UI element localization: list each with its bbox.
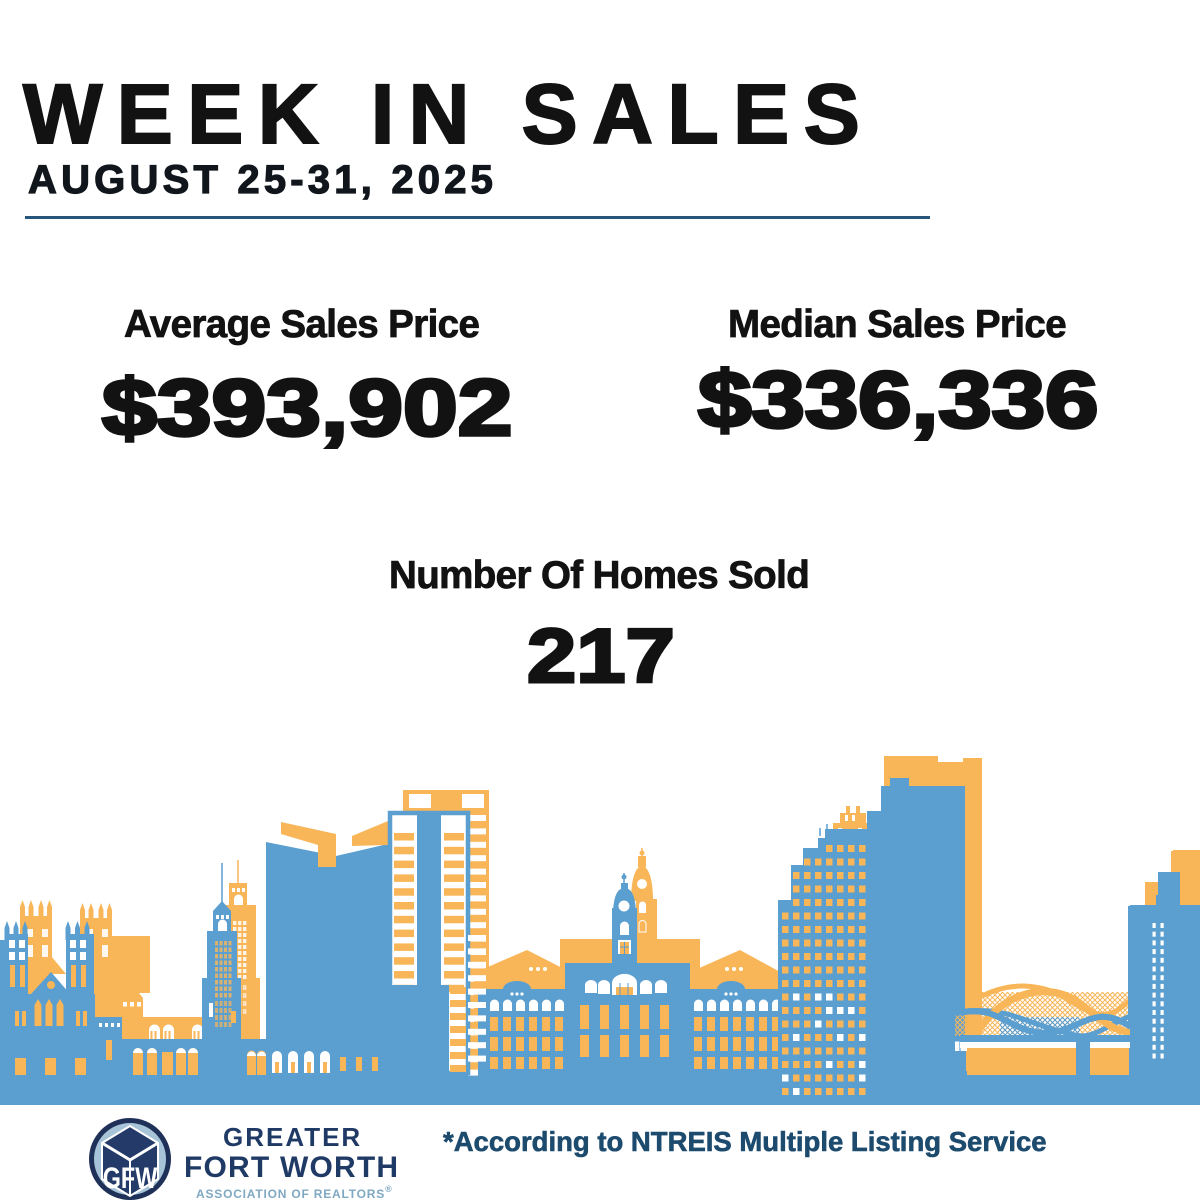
svg-text:GFW: GFW [103,1161,158,1194]
